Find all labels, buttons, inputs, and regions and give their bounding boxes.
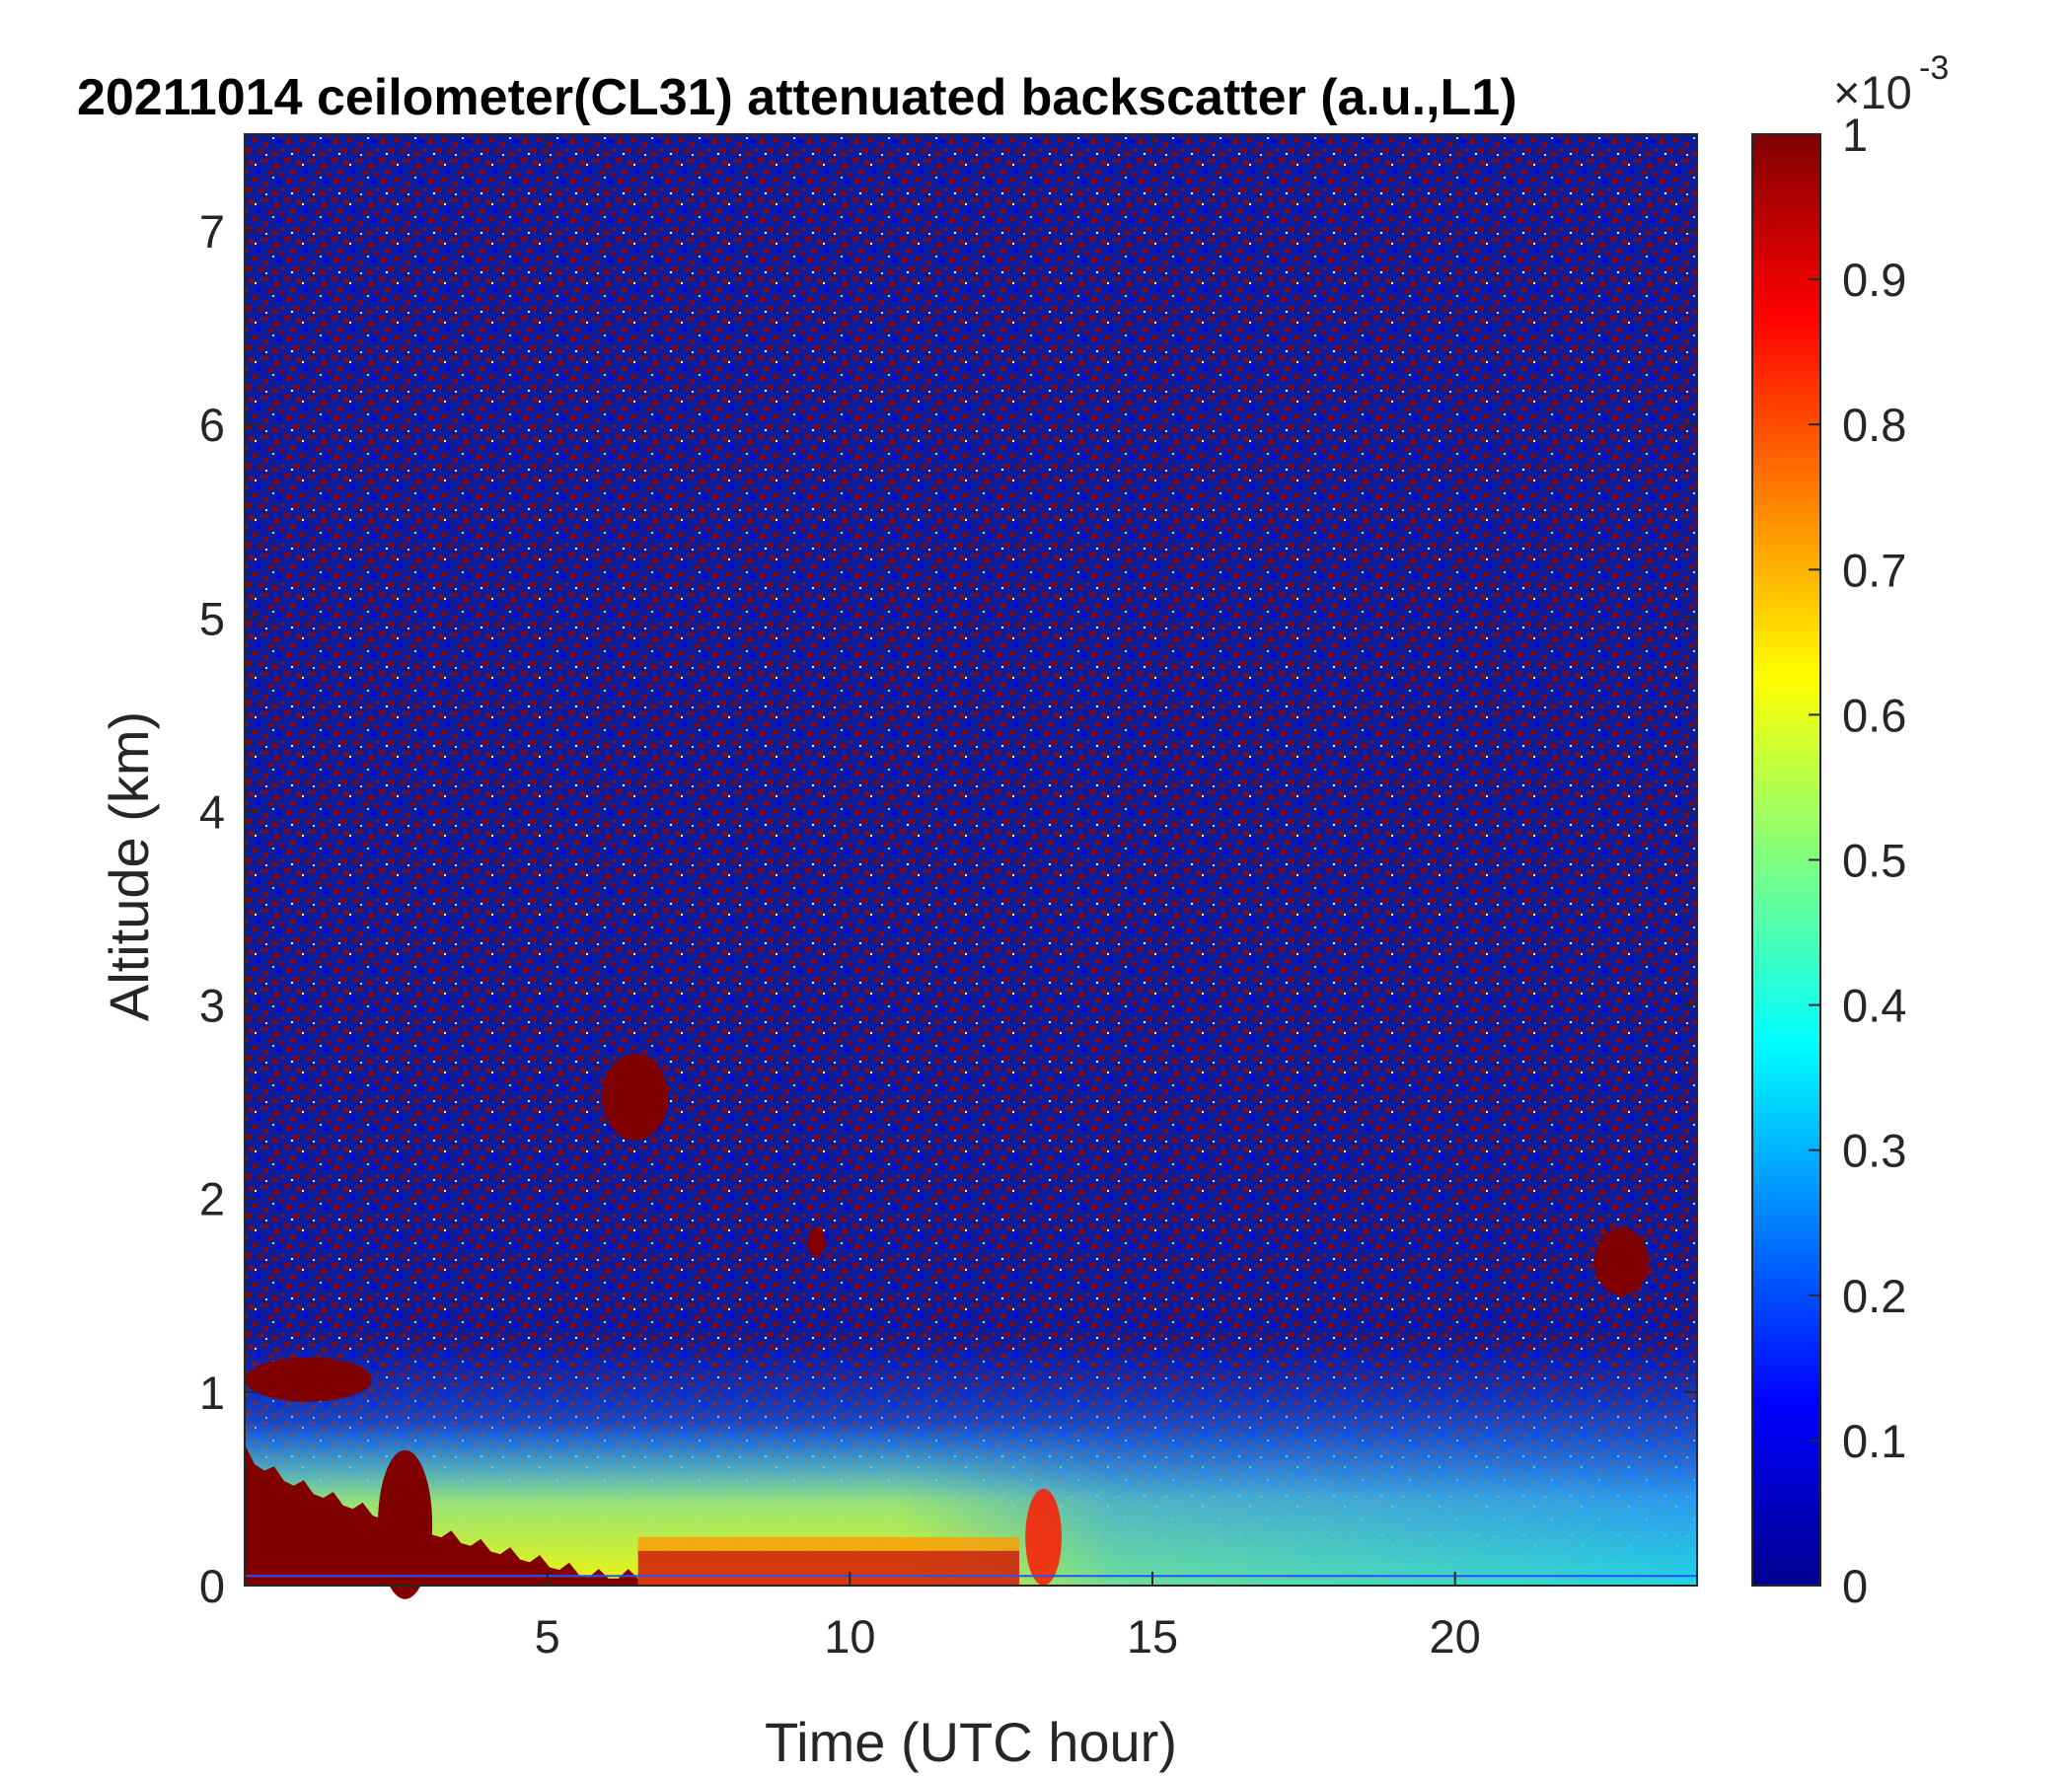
x-axis-ticks: 5 10 15 20 xyxy=(535,134,1481,1663)
feature-cloud-3 xyxy=(601,1053,669,1141)
heatmap-image xyxy=(245,134,1697,1599)
feature-convective-plume xyxy=(1025,1488,1062,1586)
colorbar-tick-label: 0.4 xyxy=(1842,980,1906,1032)
colorbar-tick-label: 0.2 xyxy=(1842,1270,1906,1322)
colorbar-tick-label: 0.8 xyxy=(1842,399,1906,451)
y-tick-label: 6 xyxy=(199,399,225,451)
colorbar-tick-label: 0.5 xyxy=(1842,835,1906,887)
x-tick-label: 20 xyxy=(1430,1610,1481,1663)
x-tick-label: 15 xyxy=(1127,1610,1178,1663)
colorbar-ticks: 0 0.1 0.2 0.3 0.4 0.5 0.6 0.7 0.8 0.9 1 xyxy=(1809,109,1906,1612)
axis-frame xyxy=(244,133,1698,1587)
colorbar-tick-label: 0.7 xyxy=(1842,544,1906,596)
x-tick-label: 10 xyxy=(824,1610,875,1663)
chart-title: 20211014 ceilometer(CL31) attenuated bac… xyxy=(77,69,1517,126)
colorbar-tick-label: 0.6 xyxy=(1842,689,1906,741)
feature-surface-fringe-top xyxy=(637,1536,1020,1551)
colorbar-exponent: -3 xyxy=(1919,49,1949,87)
feature-near-surface-layer xyxy=(245,1443,638,1586)
x-tick-label: 5 xyxy=(535,1610,560,1663)
colorbar-tick-label: 0.3 xyxy=(1842,1125,1906,1177)
y-tick-label: 3 xyxy=(199,980,225,1032)
y-tick-label: 2 xyxy=(199,1173,225,1225)
colorbar-tick-label: 0.9 xyxy=(1842,254,1906,306)
colorbar: 0 0.1 0.2 0.3 0.4 0.5 0.6 0.7 0.8 0.9 1 ×10 -3 xyxy=(1751,49,1949,1612)
feature-cloud-4 xyxy=(807,1227,826,1257)
colorbar-tick-label: 0.1 xyxy=(1842,1415,1906,1467)
y-tick-label: 4 xyxy=(199,785,225,838)
plot-axes: 5 10 15 20 0 1 2 3 4 5 6 7 xyxy=(199,133,1698,1663)
colorbar-tick-label: 0 xyxy=(1842,1560,1868,1612)
feature-surface-fringe xyxy=(637,1550,1020,1586)
y-tick-label: 0 xyxy=(199,1560,225,1612)
y-tick-label: 1 xyxy=(199,1367,225,1419)
feature-plume xyxy=(377,1449,433,1599)
y-tick-label: 7 xyxy=(199,205,225,258)
x-axis-label: Time (UTC hour) xyxy=(765,1711,1177,1773)
colorbar-exponent-base: ×10 xyxy=(1833,66,1912,118)
feature-cloud-0 xyxy=(245,1357,372,1402)
feature-cloud-5 xyxy=(1593,1227,1649,1295)
y-axis-label: Altitude (km) xyxy=(98,711,160,1021)
colorbar-tick-label: 1 xyxy=(1842,109,1868,161)
y-axis-ticks: 0 1 2 3 4 5 6 7 xyxy=(199,205,1697,1612)
y-tick-label: 5 xyxy=(199,592,225,644)
